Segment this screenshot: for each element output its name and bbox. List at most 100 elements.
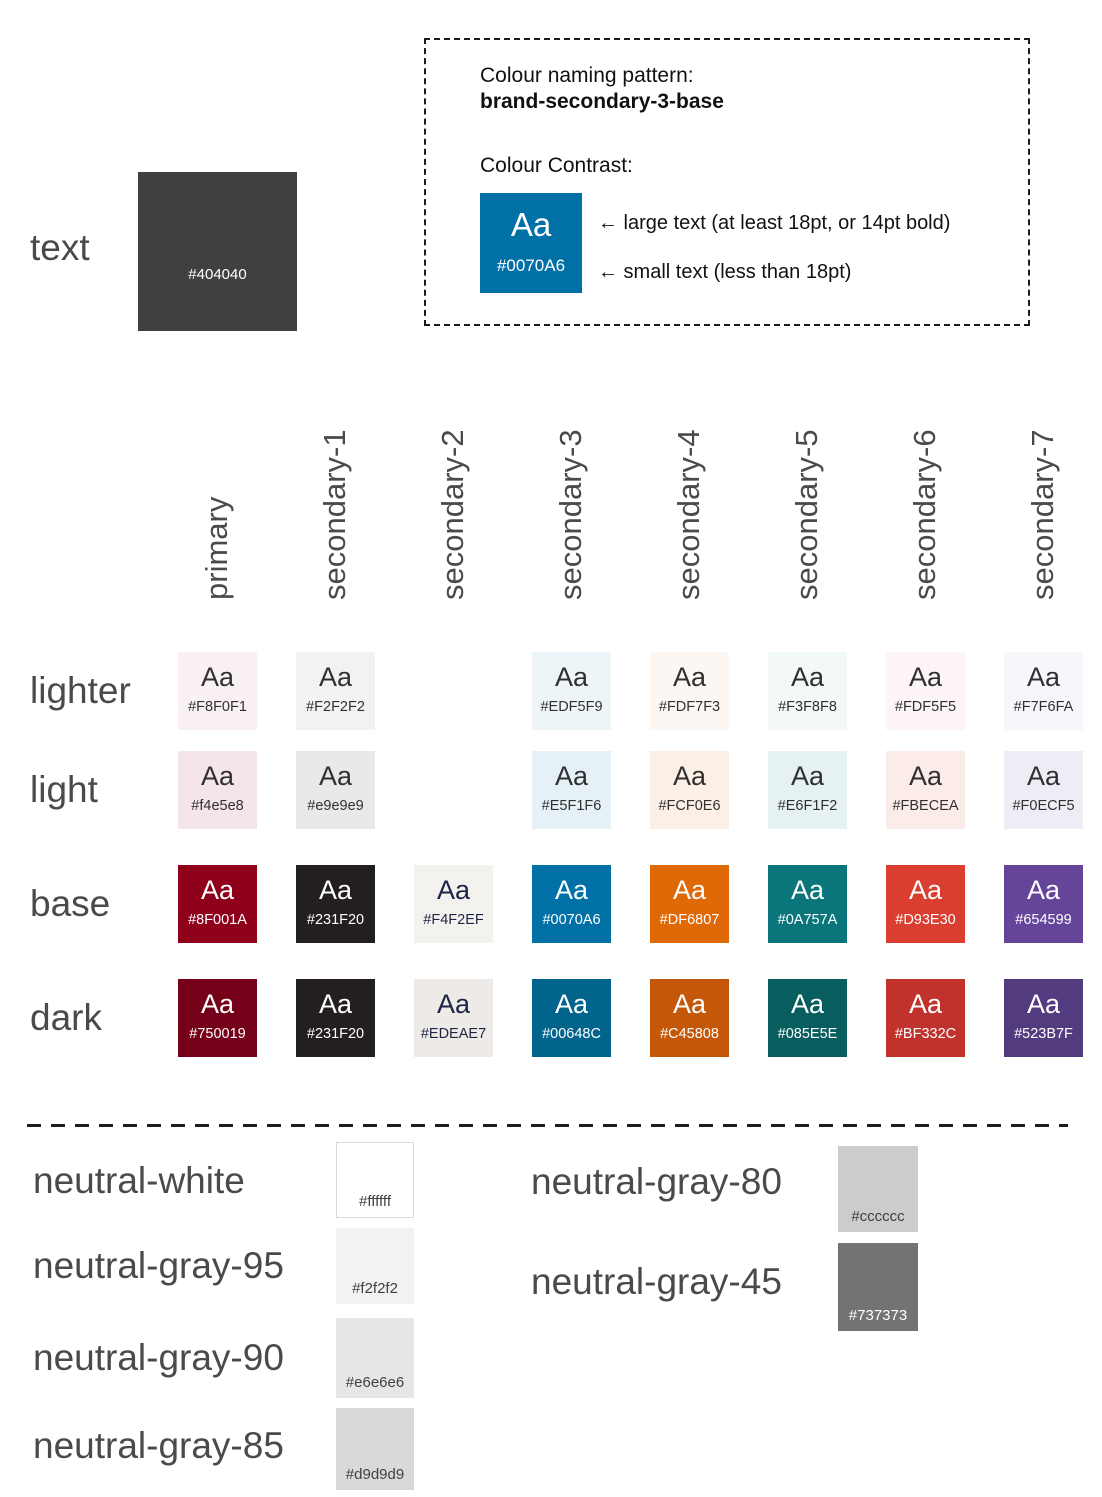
swatch-dark-secondary-7: Aa #523B7F [1004, 979, 1083, 1057]
hex-label: #FDF5F5 [894, 699, 957, 715]
hex-label: #FDF7F3 [658, 699, 721, 715]
swatch-light-secondary-4: Aa #FCF0E6 [650, 751, 729, 829]
hex-label: #BF332C [894, 1026, 957, 1042]
aa-sample: Aa [908, 662, 943, 692]
row-label-dark: dark [30, 997, 102, 1038]
dashed-divider [27, 1124, 1068, 1127]
contrast-swatch-hex: #0070A6 [496, 256, 566, 275]
hex-label: #231F20 [306, 912, 365, 928]
aa-sample: Aa [436, 875, 471, 905]
swatch-dark-secondary-5: Aa #085E5E [768, 979, 847, 1057]
contrast-label: Colour Contrast: [480, 154, 633, 177]
hex-label: #F3F8F8 [778, 699, 837, 715]
neutral-swatch-white: #ffffff [336, 1142, 414, 1218]
hex-label: #00648C [542, 1026, 601, 1042]
hex-label: #750019 [189, 1026, 246, 1042]
aa-sample: Aa [554, 761, 589, 791]
column-header-secondary-5: secondary-5 [789, 429, 824, 600]
swatch-light-secondary-7: Aa #F0ECF5 [1004, 751, 1083, 829]
hex-label: #EDEAE7 [420, 1026, 487, 1042]
hex-label: #0070A6 [542, 912, 601, 928]
aa-sample: Aa [1026, 662, 1061, 692]
neutral-label-gray-80: neutral-gray-80 [531, 1161, 782, 1202]
hex-label: #654599 [1015, 912, 1072, 928]
neutral-label-gray-45: neutral-gray-45 [531, 1261, 782, 1302]
neutral-label-white: neutral-white [33, 1160, 245, 1201]
hex-label: #DF6807 [659, 912, 720, 928]
aa-sample: Aa [790, 875, 825, 905]
swatch-base-secondary-2: Aa #F4F2EF [414, 865, 493, 943]
aa-sample: Aa [200, 662, 235, 692]
hex-label: #F4F2EF [423, 912, 484, 928]
hex-label: #085E5E [777, 1026, 838, 1042]
hex-label: #523B7F [1014, 1026, 1073, 1042]
hex-label: #8F001A [188, 912, 247, 928]
swatch-lighter-secondary-7: Aa #F7F6FA [1004, 652, 1083, 730]
swatch-base-secondary-5: Aa #0A757A [768, 865, 847, 943]
aa-sample: Aa [790, 989, 825, 1019]
neutral-swatch-gray-85: #d9d9d9 [336, 1408, 414, 1490]
hex-label: #cccccc [851, 1208, 905, 1225]
aa-sample: Aa [908, 875, 943, 905]
aa-sample: Aa [672, 875, 707, 905]
hex-label: #EDF5F9 [540, 699, 603, 715]
aa-sample: Aa [318, 662, 353, 692]
hex-label: #FBECEA [892, 798, 959, 814]
swatch-lighter-secondary-4: Aa #FDF7F3 [650, 652, 729, 730]
swatch-base-secondary-7: Aa #654599 [1004, 865, 1083, 943]
hex-label: #E5F1F6 [541, 798, 602, 814]
swatch-base-primary: Aa #8F001A [178, 865, 257, 943]
swatch-lighter-secondary-5: Aa #F3F8F8 [768, 652, 847, 730]
hex-label: #FCF0E6 [658, 798, 721, 814]
swatch-light-primary: Aa #f4e5e8 [178, 751, 257, 829]
text-row-label: text [30, 227, 90, 268]
row-label-light: light [30, 769, 98, 810]
hex-label: #f4e5e8 [191, 798, 244, 814]
aa-sample: Aa [672, 662, 707, 692]
swatch-light-secondary-6: Aa #FBECEA [886, 751, 965, 829]
swatch-light-secondary-3: Aa #E5F1F6 [532, 751, 611, 829]
swatch-base-secondary-1: Aa #231F20 [296, 865, 375, 943]
hex-label: #F7F6FA [1013, 699, 1074, 715]
aa-sample: Aa [318, 875, 353, 905]
aa-sample: Aa [672, 761, 707, 791]
swatch-lighter-secondary-3: Aa #EDF5F9 [532, 652, 611, 730]
column-header-secondary-4: secondary-4 [671, 429, 706, 600]
neutral-swatch-gray-90: #e6e6e6 [336, 1318, 414, 1398]
swatch-light-secondary-5: Aa #E6F1F2 [768, 751, 847, 829]
colour-info-box: Colour naming pattern: brand-secondary-3… [424, 38, 1030, 326]
naming-pattern-value: brand-secondary-3-base [480, 90, 724, 113]
swatch-dark-secondary-3: Aa #00648C [532, 979, 611, 1057]
aa-sample: Aa [1026, 989, 1061, 1019]
hex-label: #e6e6e6 [345, 1374, 405, 1391]
column-header-secondary-1: secondary-1 [317, 429, 352, 600]
swatch-base-secondary-6: Aa #D93E30 [886, 865, 965, 943]
aa-sample: Aa [908, 761, 943, 791]
hex-label: #F0ECF5 [1012, 798, 1075, 814]
text-swatch-hex: #404040 [188, 266, 247, 283]
aa-sample: Aa [790, 761, 825, 791]
hex-label: #C45808 [660, 1026, 719, 1042]
aa-sample: Aa [1026, 761, 1061, 791]
swatch-dark-secondary-6: Aa #BF332C [886, 979, 965, 1057]
hex-label: #F2F2F2 [306, 699, 365, 715]
small-text-note: ← small text (less than 18pt) [598, 261, 852, 283]
aa-sample: Aa [1026, 875, 1061, 905]
column-header-secondary-6: secondary-6 [907, 429, 942, 600]
aa-sample: Aa [554, 875, 589, 905]
swatch-dark-primary: Aa #750019 [178, 979, 257, 1057]
swatch-lighter-secondary-6: Aa #FDF5F5 [886, 652, 965, 730]
column-header-secondary-2: secondary-2 [435, 429, 470, 600]
aa-sample: Aa [200, 875, 235, 905]
contrast-swatch-sample: Aa [510, 206, 552, 243]
swatch-dark-secondary-2: Aa #EDEAE7 [414, 979, 493, 1057]
hex-label: #e9e9e9 [307, 798, 364, 814]
swatch-dark-secondary-4: Aa #C45808 [650, 979, 729, 1057]
hex-label: #737373 [848, 1307, 908, 1324]
hex-label: #0A757A [777, 912, 838, 928]
swatch-lighter-secondary-1: Aa #F2F2F2 [296, 652, 375, 730]
neutral-label-gray-95: neutral-gray-95 [33, 1245, 284, 1286]
large-text-note: ← large text (at least 18pt, or 14pt bol… [598, 212, 951, 234]
hex-label: #E6F1F2 [777, 798, 838, 814]
aa-sample: Aa [790, 662, 825, 692]
